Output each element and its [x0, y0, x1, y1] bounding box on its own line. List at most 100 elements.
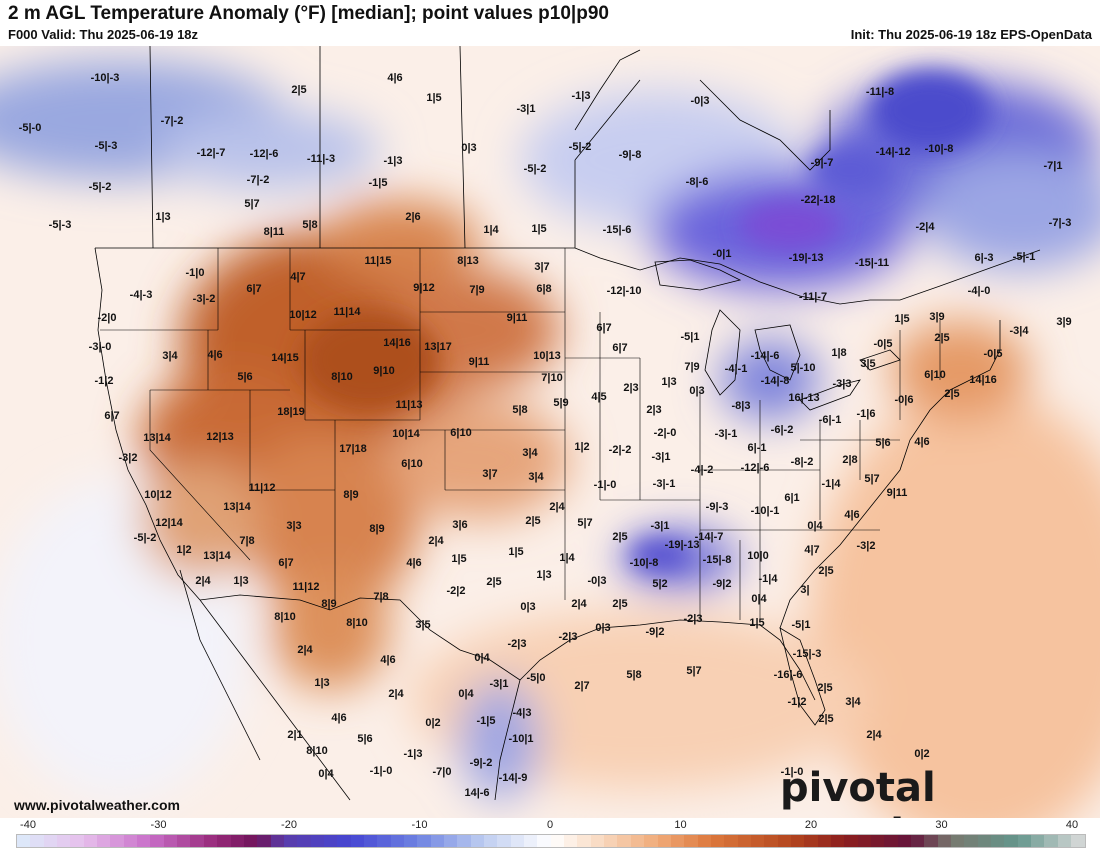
- point-value-label: -2|-0: [654, 427, 677, 439]
- colorbar-swatch: [977, 835, 992, 847]
- point-value-label: -12|-6: [250, 148, 279, 160]
- point-value-label: -3|1: [517, 103, 536, 115]
- colorbar-swatch: [937, 835, 952, 847]
- point-value-label: 8|11: [264, 226, 285, 238]
- point-value-label: 0|3: [520, 601, 535, 613]
- point-value-label: 2|5: [525, 515, 540, 527]
- point-value-label: 6|7: [596, 322, 611, 334]
- point-value-label: 3|9: [1056, 316, 1071, 328]
- colorbar-tick-label: 20: [804, 819, 818, 831]
- us-canada-border: [95, 247, 1041, 305]
- point-value-label: 4|5: [591, 391, 606, 403]
- point-value-label: -9|2: [713, 578, 732, 590]
- point-value-label: -4|-3: [130, 289, 153, 301]
- map-canvas: -10|-3 4|6 2|5 1|5 -1|3 -0|3 -11|-8 -7|-2 -3|1 -5…: [0, 46, 1100, 818]
- gulf-coast: [519, 619, 816, 701]
- point-value-label: 1|4: [483, 224, 499, 236]
- point-value-label: 13|14: [223, 501, 251, 513]
- colorbar-swatch: [657, 835, 671, 847]
- anomaly-field: [0, 60, 1100, 818]
- point-value-label: 2|5: [612, 531, 627, 543]
- point-value-label: -8|-6: [686, 176, 709, 188]
- colorbar-swatch: [484, 835, 498, 847]
- point-value-label: 13|17: [424, 341, 452, 353]
- point-value-label: -0|1: [713, 248, 732, 260]
- point-value-label: 10|12: [144, 489, 172, 501]
- colorbar-swatch: [257, 835, 271, 847]
- point-value-label: -1|6: [857, 408, 876, 420]
- point-value-label: 1|5: [451, 553, 466, 565]
- point-value-label: -1|4: [759, 573, 779, 585]
- point-value-label: -9|-7: [811, 157, 834, 169]
- point-value-label: -15|-11: [855, 257, 889, 269]
- point-value-label: 2|3: [623, 382, 638, 394]
- point-value-label: 17|18: [339, 443, 367, 455]
- point-value-label: 2|5: [612, 598, 627, 610]
- point-value-label: -0|3: [588, 575, 607, 587]
- point-value-label: -2|0: [98, 312, 117, 324]
- point-value-label: 3|5: [860, 358, 875, 370]
- colorbar-swatch: [177, 835, 191, 847]
- point-value-label: 0|4: [751, 593, 767, 605]
- point-value-label: -14|-12: [876, 146, 911, 158]
- point-value-label: -2|3: [559, 631, 578, 643]
- point-value-label: 9|10: [373, 365, 394, 377]
- point-value-label: -0|5: [984, 348, 1003, 360]
- point-value-label: -3|3: [833, 378, 852, 390]
- point-value-label: -14|-9: [499, 772, 528, 784]
- valid-time: F000 Valid: Thu 2025-06-19 18z: [8, 27, 199, 42]
- point-value-label: 11|12: [249, 482, 276, 494]
- point-value-label: -5|-2: [569, 141, 592, 153]
- hudson-bay-coast: [574, 49, 641, 131]
- colorbar-swatch: [1071, 835, 1085, 847]
- point-value-label: 11|14: [334, 306, 362, 318]
- point-value-label: -5|-3: [49, 219, 72, 231]
- point-value-label: -0|6: [895, 394, 914, 406]
- anomaly-map: -10|-3 4|6 2|5 1|5 -1|3 -0|3 -11|-8 -7|-2 -3|1 -5…: [0, 46, 1100, 818]
- colorbar-tick-label: 30: [935, 819, 948, 831]
- point-value-label: 2|1: [287, 729, 302, 741]
- colorbar-tick-label: -10: [411, 819, 428, 831]
- point-value-label: 0|3: [595, 622, 610, 634]
- point-value-label: -9|-3: [706, 501, 729, 513]
- point-value-label: 6|7: [246, 283, 261, 295]
- point-value-label: 3|: [800, 584, 809, 596]
- website-url[interactable]: www.pivotalweather.com: [14, 797, 180, 813]
- point-value-label: 2|4: [549, 501, 565, 513]
- point-value-label: 1|5: [426, 92, 441, 104]
- point-value-label: 8|13: [457, 255, 478, 267]
- init-time: Init: Thu 2025-06-19 18z EPS-OpenData: [850, 27, 1092, 42]
- point-value-label: -10|-3: [91, 72, 120, 84]
- point-value-label: 10|13: [533, 350, 561, 362]
- colorbar-swatch: [710, 835, 725, 847]
- point-value-label: 9|11: [507, 312, 528, 324]
- point-value-label: 1|4: [559, 552, 575, 564]
- point-value-label: 11|13: [396, 399, 423, 411]
- colorbar-swatch: [283, 835, 298, 847]
- colorbar-swatch: [857, 835, 871, 847]
- point-value-label: -1|-0: [781, 766, 804, 778]
- point-value-label: 3|6: [452, 519, 467, 531]
- point-value-label: 5|7: [686, 665, 701, 677]
- point-value-label: 5|6: [875, 437, 890, 449]
- colorbar-swatch: [804, 835, 818, 847]
- colorbar-swatch: [964, 835, 978, 847]
- point-value-label: -3|-0: [89, 341, 112, 353]
- point-value-label: -5|-2: [524, 163, 547, 175]
- colorbar-swatch: [190, 835, 204, 847]
- point-value-label: -11|-7: [799, 291, 827, 303]
- colorbar-swatch: [777, 835, 791, 847]
- colorbar-swatch: [363, 835, 378, 847]
- colorbar-swatch: [497, 835, 511, 847]
- point-value-label: -15|-3: [793, 648, 822, 660]
- point-value-label: 6|10: [924, 369, 945, 381]
- colorbar-swatch: [270, 835, 284, 847]
- point-value-label: -1|3: [384, 155, 403, 167]
- point-value-label: 2|8: [842, 454, 857, 466]
- point-value-label: 2|6: [405, 211, 420, 223]
- point-value-label: 0|4: [474, 652, 490, 664]
- point-value-label: 14|15: [271, 352, 299, 364]
- point-value-label: 11|12: [293, 581, 320, 593]
- point-value-label: -9|2: [646, 626, 665, 638]
- point-value-label: 0|3: [461, 142, 476, 154]
